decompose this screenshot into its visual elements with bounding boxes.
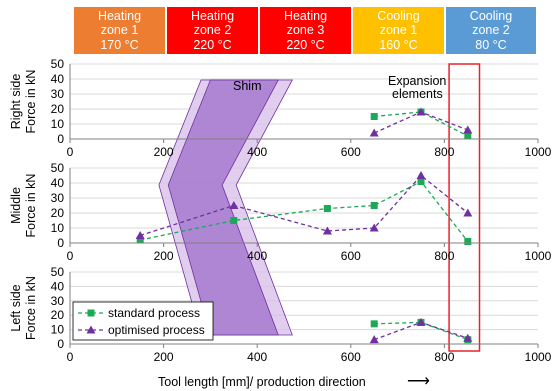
x-tick-label: 600: [341, 249, 361, 263]
y-tick-label: 20: [51, 206, 65, 220]
y-tick-label: 0: [57, 236, 64, 250]
optimised-point: [135, 231, 145, 239]
x-tick-label: 200: [154, 145, 174, 159]
x-tick-label: 1000: [525, 249, 552, 263]
y-tick-label: 10: [51, 323, 65, 337]
y-tick-label: 20: [51, 102, 65, 116]
zone-heating-2: Heating zone 2 220 °C: [166, 6, 259, 55]
x-tick-label: 400: [247, 249, 267, 263]
optimised-point: [463, 208, 473, 217]
standard-series-line: [374, 321, 469, 341]
x-tick-label: 200: [154, 350, 174, 364]
standard-point: [417, 178, 425, 185]
standard-point: [370, 202, 378, 209]
shim-layer: [158, 79, 293, 336]
standard-point: [323, 205, 331, 212]
direction-arrow: ⟶: [407, 373, 430, 390]
series-layer: [135, 63, 481, 352]
legend-box: [72, 301, 214, 341]
optimised-point: [369, 223, 379, 232]
x-axis-title: Tool length [mm]/ production direction: [158, 375, 366, 389]
y-tick-label: 0: [57, 337, 64, 351]
y-tick-label: 30: [51, 87, 65, 101]
x-tick-label: 0: [67, 350, 74, 364]
y-axis-title-line1: Middle: [9, 187, 23, 224]
x-tick-label: 400: [247, 350, 267, 364]
legend-standard-marker: [87, 309, 95, 317]
legend-optimised-marker: [86, 325, 96, 334]
standard-series-line: [140, 180, 469, 242]
zone-heating-1: Heating zone 1 170 °C: [73, 6, 166, 55]
optimised-point: [416, 317, 426, 326]
y-tick-label: 40: [51, 279, 65, 293]
y-tick-label: 0: [57, 132, 64, 146]
x-tick-label: 0: [67, 249, 74, 263]
standard-series-line: [374, 111, 469, 137]
standard-point: [136, 236, 144, 244]
y-tick-label: 50: [51, 57, 65, 71]
optimised-point: [369, 335, 379, 344]
x-tick-label: 800: [434, 350, 454, 364]
x-tick-label: 200: [154, 249, 174, 263]
expansion-label-line2: elements: [392, 87, 443, 101]
x-tick-label: 600: [341, 350, 361, 364]
y-tick-label: 10: [51, 221, 65, 235]
zone-cooling-2: Cooling zone 2 80 °C: [445, 6, 537, 55]
legend: standard process optimised process: [72, 301, 214, 341]
x-tick-label: 1000: [525, 350, 552, 364]
optimised-point: [463, 125, 473, 134]
x-tick-label: 1000: [525, 145, 552, 159]
optimised-point: [416, 107, 426, 116]
optimised-point: [322, 226, 332, 235]
standard-point: [464, 238, 472, 245]
y-tick-label: 40: [51, 176, 65, 190]
zone-heating-3: Heating zone 3 220 °C: [259, 6, 352, 55]
y-tick-label: 50: [51, 161, 65, 175]
x-tick-label: 800: [434, 145, 454, 159]
optimised-point: [369, 128, 379, 137]
optimised-series-line: [140, 174, 469, 237]
y-axis-title-line2: Force in kN: [24, 70, 38, 134]
legend-standard-label: standard process: [108, 306, 200, 320]
y-tick-label: 30: [51, 191, 65, 205]
y-tick-label: 30: [51, 294, 65, 308]
y-axis-title-line2: Force in kN: [24, 276, 38, 340]
x-tick-label: 400: [247, 145, 267, 159]
text-layer: Shim Expansion elements Tool length [mm]…: [158, 74, 446, 390]
expansion-label-line1: Expansion: [388, 74, 446, 88]
y-axis-title-line2: Force in kN: [24, 174, 38, 238]
optimised-point: [416, 171, 426, 179]
optimised-point: [229, 201, 239, 209]
y-tick-label: 40: [51, 72, 65, 86]
x-tick-label: 600: [341, 145, 361, 159]
y-tick-label: 50: [51, 265, 65, 279]
y-tick-label: 20: [51, 308, 65, 322]
y-tick-label: 10: [51, 117, 65, 131]
standard-point: [370, 113, 378, 120]
standard-point: [370, 320, 378, 328]
shim-label: Shim: [233, 79, 261, 93]
standard-point: [464, 132, 472, 140]
expansion-elements-box: [448, 63, 481, 352]
optimised-point: [463, 333, 473, 342]
y-axis-title-line1: Right side: [9, 74, 23, 130]
x-tick-label: 0: [67, 145, 74, 159]
shim-inner: [167, 79, 279, 336]
standard-point: [230, 217, 238, 224]
zone-cooling-1: Cooling zone 1 160 °C: [352, 6, 445, 55]
y-axis-title-line1: Left side: [9, 284, 23, 331]
legend-optimised-label: optimised process: [108, 323, 205, 337]
x-tick-label: 800: [434, 249, 454, 263]
